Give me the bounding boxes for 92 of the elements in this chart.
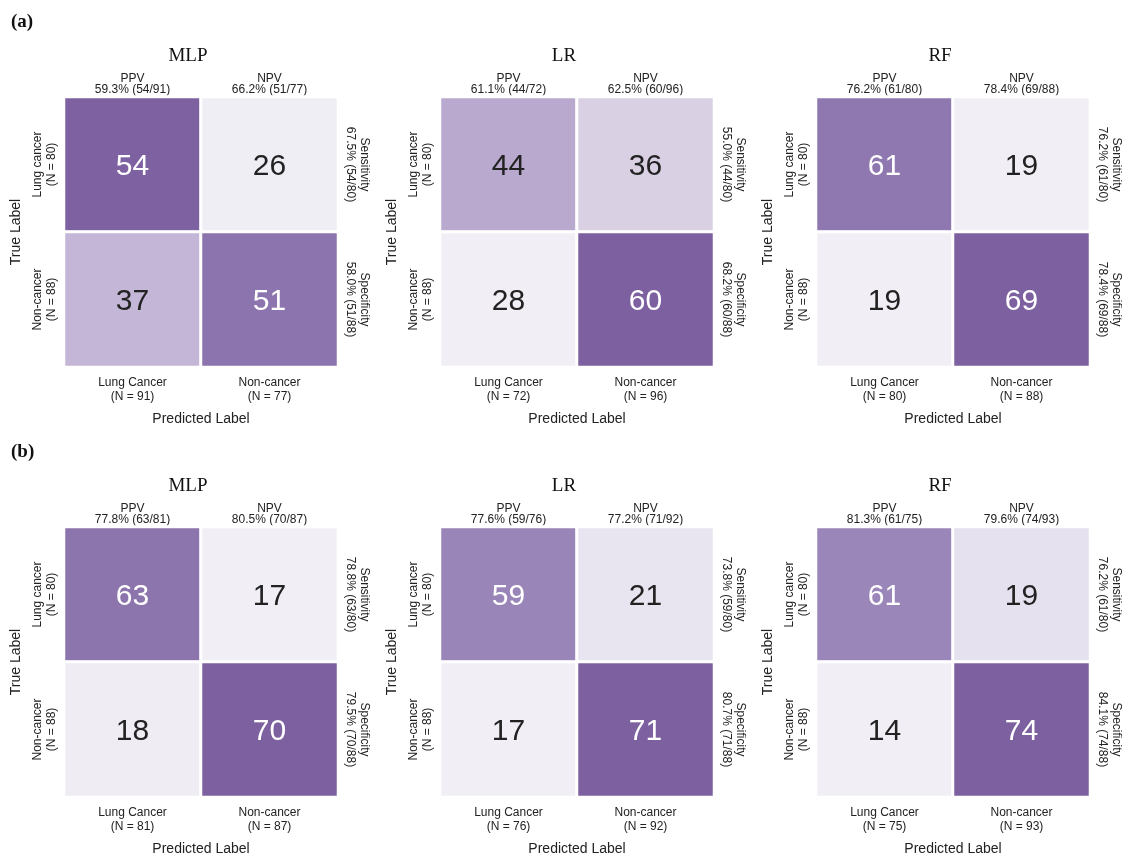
y2-tick-label: Specificity 80.7% (71/88)	[720, 691, 748, 768]
data-label: 54	[115, 148, 150, 181]
chart-subtitle: (a)	[11, 10, 34, 32]
text: NPV 62.5% (60/96)	[607, 70, 684, 96]
data-label: 26	[252, 148, 287, 181]
chart-title: RF	[928, 44, 952, 65]
chart-title: LR	[551, 44, 577, 65]
y2-tick-label: Sensitivity 76.2% (61/80)	[1096, 556, 1124, 633]
y-tick-label: Lung cancer (N = 80)	[782, 561, 810, 628]
chart-title: MLP	[168, 474, 208, 495]
y-tick-label: Non-cancer (N = 88)	[30, 268, 58, 331]
chart-title: RF	[928, 474, 952, 495]
y-tick-label: Lung cancer (N = 80)	[406, 131, 434, 198]
y-axis-title: True Label	[7, 198, 23, 266]
data-label: 71	[628, 713, 663, 746]
x-axis-title: Predicted Label	[528, 840, 626, 856]
y-axis-title: True Label	[7, 628, 23, 696]
x-tick-label: Non-cancer (N = 77)	[238, 375, 301, 403]
y-tick-label: Non-cancer (N = 88)	[782, 698, 810, 761]
chart-title: LR	[551, 474, 577, 495]
y2-tick-label: Sensitivity 78.8% (63/80)	[344, 556, 372, 633]
text: PPV 59.3% (54/91)	[94, 70, 171, 96]
data-label: 59	[491, 578, 526, 611]
y2-tick-label: Sensitivity 67.5% (54/80)	[344, 126, 372, 203]
y-tick-label: Lung cancer (N = 80)	[30, 561, 58, 628]
y-tick-label: Lung cancer (N = 80)	[406, 561, 434, 628]
y2-tick-label: Specificity 78.4% (69/88)	[1096, 261, 1124, 338]
y-tick-label: Non-cancer (N = 88)	[406, 698, 434, 761]
text: PPV 61.1% (44/72)	[470, 70, 547, 96]
data-label: 51	[252, 283, 287, 316]
x-tick-label: Lung Cancer (N = 72)	[474, 375, 543, 403]
data-label: 21	[628, 578, 663, 611]
x-tick-label: Non-cancer (N = 93)	[990, 805, 1053, 833]
data-label: 37	[115, 283, 150, 316]
data-label: 63	[115, 578, 150, 611]
y2-tick-label: Specificity 84.1% (74/88)	[1096, 691, 1124, 768]
x-axis-title: Predicted Label	[152, 840, 250, 856]
text: NPV 77.2% (71/92)	[607, 500, 684, 526]
data-label: 74	[1004, 713, 1039, 746]
y2-tick-label: Specificity 79.5% (70/88)	[344, 691, 372, 768]
data-label: 36	[628, 148, 663, 181]
data-label: 60	[628, 283, 663, 316]
x-tick-label: Lung Cancer (N = 76)	[474, 805, 543, 833]
data-label: 28	[491, 283, 526, 316]
data-label: 17	[252, 578, 287, 611]
y-tick-label: Non-cancer (N = 88)	[782, 268, 810, 331]
y-axis-title: True Label	[383, 628, 399, 696]
text: NPV 66.2% (51/77)	[231, 70, 308, 96]
data-label: 61	[867, 578, 902, 611]
y-axis-title: True Label	[759, 628, 775, 696]
data-label: 17	[491, 713, 526, 746]
text: NPV 80.5% (70/87)	[231, 500, 308, 526]
x-tick-label: Non-cancer (N = 96)	[614, 375, 677, 403]
x-axis-title: Predicted Label	[904, 410, 1002, 426]
data-label: 69	[1004, 283, 1039, 316]
x-tick-label: Lung Cancer (N = 80)	[850, 375, 919, 403]
chart-title: MLP	[168, 44, 208, 65]
text: NPV 78.4% (69/88)	[983, 70, 1060, 96]
text: PPV 77.8% (63/81)	[94, 500, 171, 526]
text: PPV 76.2% (61/80)	[846, 70, 923, 96]
text: NPV 79.6% (74/93)	[983, 500, 1060, 526]
data-label: 44	[491, 148, 526, 181]
text: PPV 77.6% (59/76)	[470, 500, 547, 526]
y-axis-title: True Label	[759, 198, 775, 266]
data-label: 61	[867, 148, 902, 181]
y-tick-label: Non-cancer (N = 88)	[406, 268, 434, 331]
data-label: 19	[1004, 148, 1039, 181]
x-tick-label: Lung Cancer (N = 75)	[850, 805, 919, 833]
x-tick-label: Non-cancer (N = 88)	[990, 375, 1053, 403]
data-label: 19	[867, 283, 902, 316]
x-tick-label: Lung Cancer (N = 91)	[98, 375, 167, 403]
data-label: 18	[115, 713, 150, 746]
y2-tick-label: Sensitivity 76.2% (61/80)	[1096, 126, 1124, 203]
y2-tick-label: Sensitivity 73.8% (59/80)	[720, 556, 748, 633]
y2-tick-label: Sensitivity 55.0% (44/80)	[720, 126, 748, 203]
y-tick-label: Non-cancer (N = 88)	[30, 698, 58, 761]
data-label: 14	[867, 713, 902, 746]
y-tick-label: Lung cancer (N = 80)	[30, 131, 58, 198]
y2-tick-label: Specificity 68.2% (60/88)	[720, 261, 748, 338]
x-axis-title: Predicted Label	[528, 410, 626, 426]
y2-tick-label: Specificity 58.0% (51/88)	[344, 261, 372, 338]
x-tick-label: Non-cancer (N = 92)	[614, 805, 677, 833]
x-tick-label: Lung Cancer (N = 81)	[98, 805, 167, 833]
x-tick-label: Non-cancer (N = 87)	[238, 805, 301, 833]
y-tick-label: Lung cancer (N = 80)	[782, 131, 810, 198]
y-axis-title: True Label	[383, 198, 399, 266]
data-label: 19	[1004, 578, 1039, 611]
x-axis-title: Predicted Label	[904, 840, 1002, 856]
data-label: 70	[252, 713, 287, 746]
text: PPV 81.3% (61/75)	[846, 500, 923, 526]
chart-subtitle: (b)	[11, 440, 35, 462]
x-axis-title: Predicted Label	[152, 410, 250, 426]
